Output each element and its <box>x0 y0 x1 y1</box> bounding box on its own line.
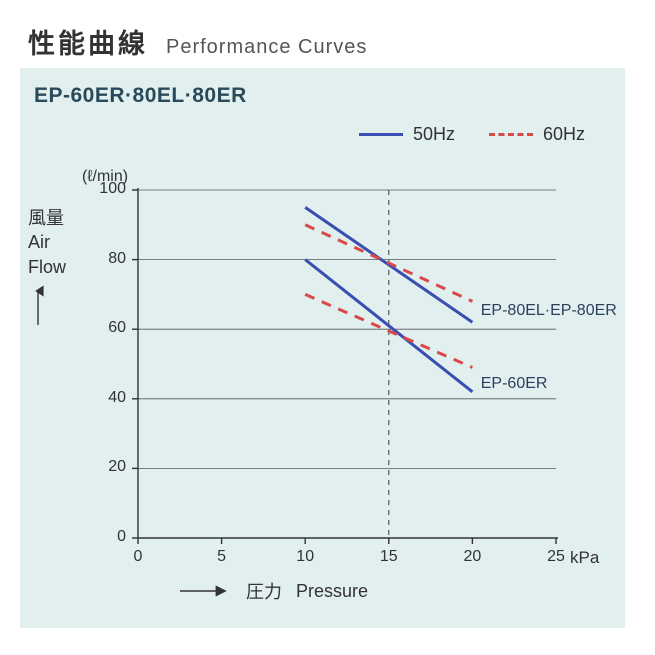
tick-label: 10 <box>296 548 314 566</box>
y-arrow-icon <box>28 285 48 329</box>
y-label-jp: 風量 <box>28 206 66 230</box>
x-unit: kPa <box>570 548 599 568</box>
chart-area: (ℓ/min) 風量 Air Flow 圧力 Pressure kPa 0204… <box>20 164 625 628</box>
y-label-block: 風量 Air Flow <box>28 206 66 335</box>
x-label-jp: 圧力 <box>246 578 282 604</box>
legend: 50Hz 60Hz <box>359 124 585 145</box>
chart-panel: EP-60ER·80EL·80ER 50Hz 60Hz (ℓ/min) 風量 A… <box>20 68 625 628</box>
model-string: EP-60ER·80EL·80ER <box>34 84 247 108</box>
tick-label: 20 <box>463 548 481 566</box>
y-label-en-1: Air <box>28 230 66 254</box>
series-label: EP-80EL·EP-80ER <box>481 302 617 320</box>
legend-label-50hz: 50Hz <box>413 124 455 145</box>
tick-label: 60 <box>108 319 126 337</box>
tick-label: 20 <box>108 458 126 476</box>
legend-swatch-dashed <box>489 133 533 136</box>
legend-label-60hz: 60Hz <box>543 124 585 145</box>
x-label-en: Pressure <box>296 581 368 602</box>
legend-swatch-solid <box>359 133 403 136</box>
tick-label: 25 <box>547 548 565 566</box>
tick-label: 15 <box>380 548 398 566</box>
title-jp: 性能曲線 <box>28 22 148 61</box>
tick-label: 80 <box>108 250 126 268</box>
title-en: Performance Curves <box>166 36 367 59</box>
tick-label: 40 <box>108 389 126 407</box>
y-label-en-2: Flow <box>28 255 66 279</box>
title-row: 性能曲線 Performance Curves <box>28 22 367 61</box>
tick-label: 0 <box>117 528 126 546</box>
x-arrow-icon <box>178 584 232 598</box>
series-label: EP-60ER <box>481 375 548 393</box>
x-label-block: 圧力 Pressure <box>178 578 368 604</box>
tick-label: 0 <box>134 548 143 566</box>
tick-label: 5 <box>217 548 226 566</box>
legend-item-50hz: 50Hz <box>359 124 455 145</box>
tick-label: 100 <box>99 180 126 198</box>
legend-item-60hz: 60Hz <box>489 124 585 145</box>
